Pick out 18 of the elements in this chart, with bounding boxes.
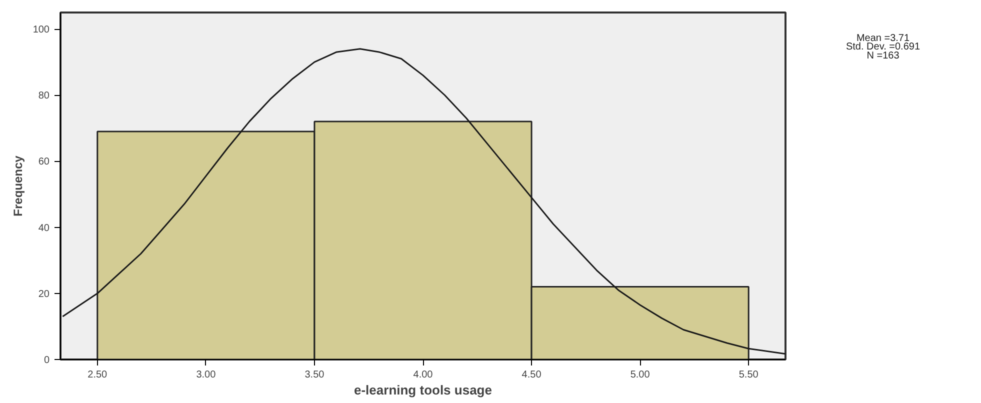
line-series bbox=[62, 48, 786, 355]
x-tick-label: 5.50 bbox=[738, 370, 759, 380]
x-tick-label: 4.50 bbox=[522, 370, 542, 380]
x-tick-label: 4.00 bbox=[413, 370, 434, 380]
x-axis-title: e-learning tools usage bbox=[354, 382, 492, 398]
x-tick-label: 2.50 bbox=[88, 370, 108, 380]
x-tick-label: 5.00 bbox=[630, 370, 650, 380]
x-tick-label: 3.00 bbox=[196, 370, 216, 380]
y-tick-label: 40 bbox=[38, 222, 50, 234]
y-tick-label: 0 bbox=[44, 355, 50, 366]
text: N =163 bbox=[866, 50, 900, 62]
y-tick-label: 100 bbox=[32, 24, 50, 36]
y-axis-title: Frequency bbox=[10, 155, 25, 216]
y-tick-label: 20 bbox=[38, 288, 50, 300]
y-tick-label: 60 bbox=[38, 156, 50, 168]
text: Std. Dev. =0.691 bbox=[846, 42, 920, 53]
x-tick-label: 3.50 bbox=[304, 370, 325, 380]
y-tick-label: 80 bbox=[38, 90, 50, 102]
